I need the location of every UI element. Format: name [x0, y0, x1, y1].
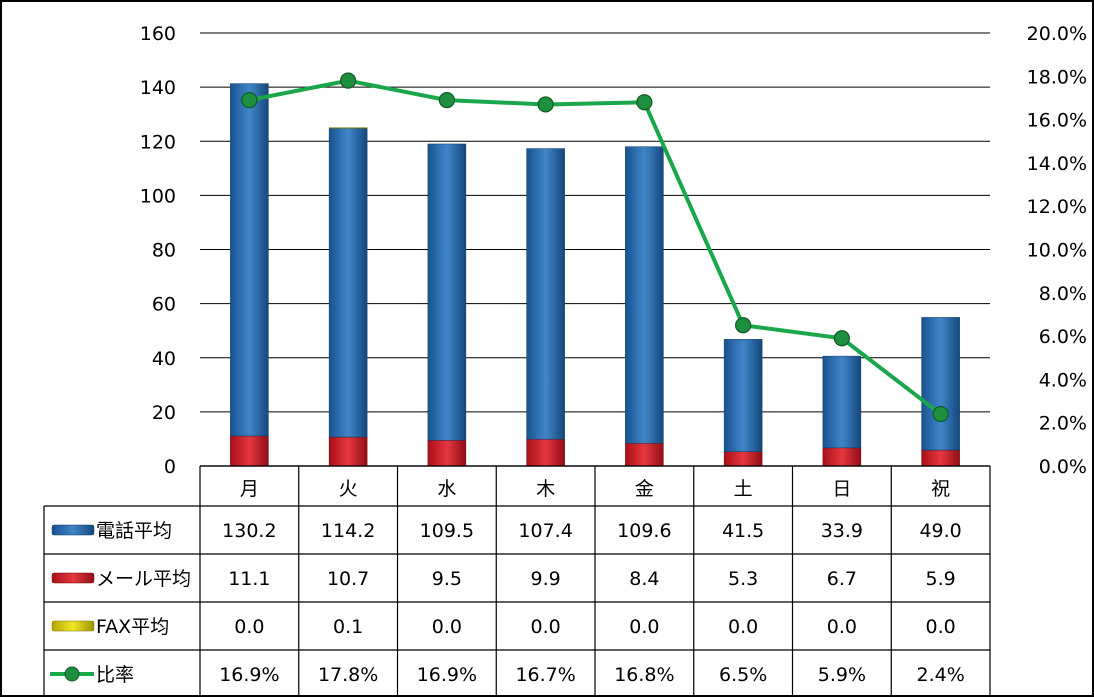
- table-value: 49.0: [919, 520, 961, 542]
- ratio-point: [537, 96, 554, 113]
- category-label: 木: [536, 478, 555, 500]
- bar-0-7: [921, 317, 960, 451]
- category-label: 月: [240, 478, 259, 500]
- y-right-tick-label: 2.0%: [1039, 413, 1087, 435]
- series-name: FAX平均: [96, 616, 169, 638]
- series-name: メール平均: [96, 568, 191, 590]
- category-label: 金: [635, 478, 654, 500]
- table-value: 114.2: [321, 520, 375, 542]
- bar-2-1: [328, 127, 368, 129]
- y-left-tick-label: 160: [140, 23, 176, 45]
- y-left-tick-label: 20: [152, 402, 176, 424]
- table-value: 8.4: [629, 568, 659, 590]
- legend-key-box: [51, 524, 95, 536]
- ratio-point: [735, 317, 752, 334]
- bar-0-6: [822, 355, 862, 449]
- table-value: 0.0: [629, 616, 659, 638]
- bar-1-7: [921, 449, 960, 467]
- y-right-tick-label: 0.0%: [1039, 456, 1087, 478]
- y-left-tick-label: 40: [152, 348, 176, 370]
- y-right-tick-label: 12.0%: [1027, 196, 1087, 218]
- bar-0-4: [625, 146, 664, 444]
- table-value: 6.7: [827, 568, 857, 590]
- y-left-tick-label: 140: [140, 77, 176, 99]
- table-value: 17.8%: [318, 664, 378, 686]
- ratio-point: [340, 72, 357, 89]
- table-value: 16.8%: [614, 664, 674, 686]
- y-right-tick-label: 4.0%: [1039, 369, 1087, 391]
- legend-key-box: [51, 620, 95, 632]
- bar-1-3: [526, 438, 565, 467]
- y-left-tick-label: 100: [140, 185, 176, 207]
- table-value: 0.0: [432, 616, 462, 638]
- y-left-tick-label: 120: [140, 131, 176, 153]
- bar-1-5: [723, 451, 763, 467]
- table-value: 5.9: [926, 568, 956, 590]
- ratio-point: [932, 405, 949, 423]
- category-label: 土: [734, 478, 753, 500]
- table-value: 0.0: [234, 616, 264, 638]
- ratio-point: [438, 92, 455, 109]
- category-label: 祝: [931, 478, 950, 500]
- table-value: 5.3: [728, 568, 758, 590]
- table-value: 0.0: [531, 616, 561, 638]
- bar-0-2: [427, 143, 467, 441]
- table-value: 41.5: [722, 520, 764, 542]
- bar-1-2: [427, 440, 467, 467]
- category-label: 水: [437, 478, 456, 500]
- y-left-tick-label: 80: [152, 240, 176, 262]
- bar-1-4: [625, 443, 664, 467]
- table-value: 6.5%: [719, 664, 767, 686]
- table-value: 107.4: [518, 520, 572, 542]
- bar-1-6: [822, 447, 862, 467]
- table-value: 0.0: [728, 616, 758, 638]
- y-right-tick-label: 18.0%: [1027, 66, 1087, 88]
- table-value: 11.1: [228, 568, 270, 590]
- legend-key-box: [51, 572, 95, 584]
- bar-0-0: [230, 83, 269, 437]
- bar-1-0: [230, 435, 269, 467]
- table-value: 16.9%: [219, 664, 279, 686]
- table-value: 130.2: [222, 520, 276, 542]
- series-name: 電話平均: [96, 520, 172, 542]
- table-value: 0.1: [333, 616, 363, 638]
- ratio-point: [241, 92, 258, 109]
- bar-1-1: [328, 436, 368, 467]
- category-label: 火: [339, 478, 358, 500]
- bar-0-5: [723, 339, 763, 452]
- ratio-line: [248, 78, 942, 416]
- category-label: 日: [832, 478, 851, 500]
- legend-key-marker: [64, 666, 80, 682]
- y-right-tick-label: 6.0%: [1039, 326, 1087, 348]
- table-value: 109.5: [420, 520, 474, 542]
- bar-0-3: [526, 148, 565, 440]
- y-left-tick-label: 0: [164, 456, 176, 478]
- table-value: 9.9: [531, 568, 561, 590]
- y-right-tick-label: 16.0%: [1027, 110, 1087, 132]
- table-value: 10.7: [327, 568, 369, 590]
- table-value: 16.7%: [515, 664, 575, 686]
- table-value: 9.5: [432, 568, 462, 590]
- y-left-tick-label: 60: [152, 294, 176, 316]
- y-right-tick-label: 8.0%: [1039, 283, 1087, 305]
- y-right-tick-label: 14.0%: [1027, 153, 1087, 175]
- table-value: 33.9: [821, 520, 863, 542]
- table-value: 0.0: [827, 616, 857, 638]
- table-value: 0.0: [926, 616, 956, 638]
- ratio-point: [636, 94, 653, 111]
- ratio-point: [833, 330, 850, 347]
- table-value: 109.6: [617, 520, 671, 542]
- table-value: 2.4%: [916, 664, 964, 686]
- y-right-tick-label: 10.0%: [1027, 240, 1087, 262]
- series-name: 比率: [96, 664, 134, 686]
- y-right-tick-label: 20.0%: [1027, 23, 1087, 45]
- table-value: 16.9%: [417, 664, 477, 686]
- table-value: 5.9%: [818, 664, 866, 686]
- bar-0-1: [328, 127, 368, 438]
